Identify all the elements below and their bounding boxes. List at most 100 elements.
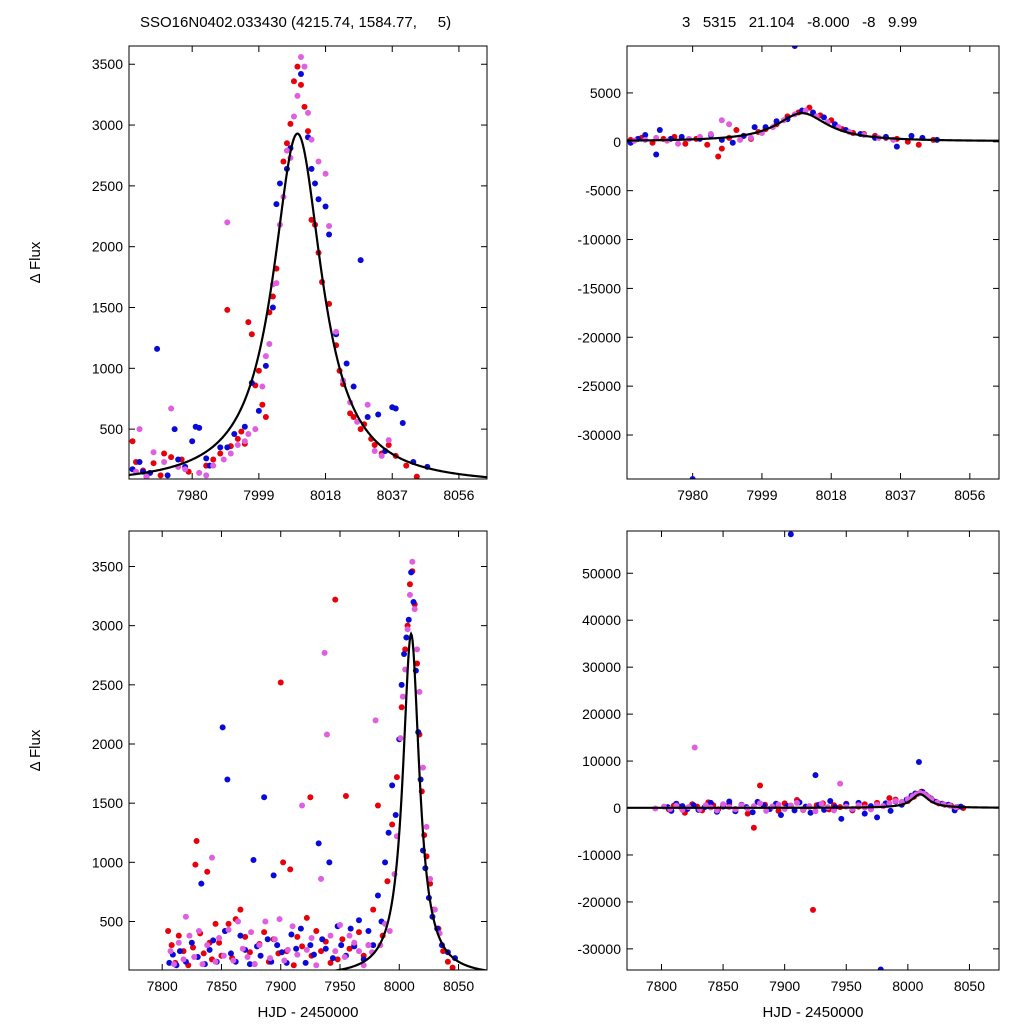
data-point-blue	[403, 634, 410, 641]
data-point-blue	[690, 802, 697, 809]
x-tick-label: 8000	[892, 978, 923, 994]
y-tick-label: 3000	[92, 618, 123, 634]
data-point-red	[750, 824, 757, 831]
data-point-red	[444, 958, 451, 965]
data-point-blue	[219, 724, 226, 731]
data-point-red	[245, 319, 252, 326]
x-tick-label: 7900	[769, 978, 800, 994]
y-axis-label: Δ Flux	[27, 729, 44, 771]
data-point-magenta	[248, 929, 255, 936]
data-point-red	[704, 141, 711, 148]
x-tick-label: 7999	[746, 487, 777, 503]
data-point-blue	[343, 360, 350, 367]
data-point-blue	[196, 424, 203, 431]
data-point-blue	[350, 383, 357, 390]
y-tick-label: 2000	[92, 736, 123, 752]
data-point-blue	[338, 942, 345, 949]
data-point-blue	[398, 681, 405, 688]
x-tick-label: 8037	[885, 487, 916, 503]
y-tick-label: 0	[613, 134, 621, 150]
data-point-blue	[270, 872, 277, 879]
y-tick-label: -20000	[577, 329, 621, 345]
data-point-blue	[893, 143, 900, 150]
data-point-red	[886, 795, 893, 802]
data-point-blue	[355, 917, 362, 924]
data-point-red	[308, 216, 315, 223]
data-point-magenta	[212, 958, 219, 965]
data-point-blue	[269, 304, 276, 311]
data-point-magenta	[763, 807, 770, 814]
data-point-magenta	[284, 946, 291, 953]
data-point-blue	[401, 651, 408, 658]
data-point-blue	[175, 456, 182, 463]
data-point-magenta	[294, 92, 301, 99]
data-point-magenta	[399, 693, 406, 700]
y-tick-label: 0	[613, 800, 621, 816]
data-point-magenta	[297, 53, 304, 60]
x-axis-label: HJD - 2450000	[258, 1004, 359, 1021]
data-point-blue	[224, 444, 231, 451]
data-point-magenta	[227, 450, 234, 457]
data-point-blue	[357, 257, 364, 264]
data-point-red	[150, 460, 157, 467]
data-point-red	[161, 450, 168, 457]
data-point-magenta	[313, 962, 320, 969]
x-tick-label: 8050	[954, 978, 985, 994]
model-fit-curve	[331, 631, 487, 970]
data-point-blue	[278, 949, 285, 956]
data-point-magenta	[385, 437, 392, 444]
data-point-blue	[365, 927, 372, 934]
data-point-magenta	[251, 961, 258, 968]
data-point-magenta	[230, 957, 237, 964]
data-point-blue	[217, 444, 224, 451]
data-point-blue	[729, 139, 736, 146]
y-tick-label: 500	[100, 913, 124, 929]
y-tick-label: 30000	[582, 659, 621, 675]
data-point-magenta	[757, 800, 764, 807]
data-point-red	[210, 456, 217, 463]
data-point-magenta	[191, 953, 198, 960]
data-point-magenta	[332, 948, 339, 955]
y-tick-label: 2500	[92, 677, 123, 693]
data-point-blue	[887, 807, 894, 814]
data-point-red	[307, 794, 314, 801]
data-point-blue	[164, 472, 171, 479]
data-point-magenta	[234, 441, 241, 448]
data-point-blue	[908, 132, 915, 139]
data-point-magenta	[386, 927, 393, 934]
data-point-magenta	[143, 473, 150, 479]
data-point-blue	[255, 407, 262, 414]
y-tick-label: -20000	[577, 894, 621, 910]
data-point-blue	[827, 797, 834, 804]
x-tick-label: 7800	[646, 978, 677, 994]
data-point-blue	[861, 810, 868, 817]
data-point-blue	[231, 430, 238, 437]
data-point-magenta	[203, 472, 210, 479]
x-tick-label: 8000	[384, 978, 415, 994]
data-point-magenta	[341, 953, 348, 960]
data-point-red	[718, 145, 725, 152]
data-point-red	[385, 441, 392, 448]
data-point-blue	[206, 946, 213, 953]
data-point-magenta	[414, 646, 421, 653]
data-point-red	[168, 454, 175, 461]
data-point-magenta	[726, 121, 733, 128]
data-point-blue	[370, 942, 377, 949]
data-point-red	[414, 660, 421, 667]
data-point-magenta	[720, 801, 727, 808]
data-point-magenta	[718, 117, 725, 124]
data-point-blue	[302, 959, 309, 966]
data-point-red	[370, 906, 377, 913]
data-point-blue	[227, 950, 234, 957]
data-point-blue	[264, 936, 271, 943]
data-point-red	[398, 704, 405, 711]
data-point-red	[168, 942, 175, 949]
data-point-red	[301, 103, 308, 110]
data-point-magenta	[409, 558, 416, 565]
data-point-blue	[203, 455, 210, 462]
y-tick-label: -10000	[577, 232, 621, 248]
data-point-magenta	[738, 802, 745, 809]
data-point-blue	[382, 859, 389, 866]
data-point-magenta	[136, 426, 143, 433]
data-point-magenta	[411, 606, 418, 613]
